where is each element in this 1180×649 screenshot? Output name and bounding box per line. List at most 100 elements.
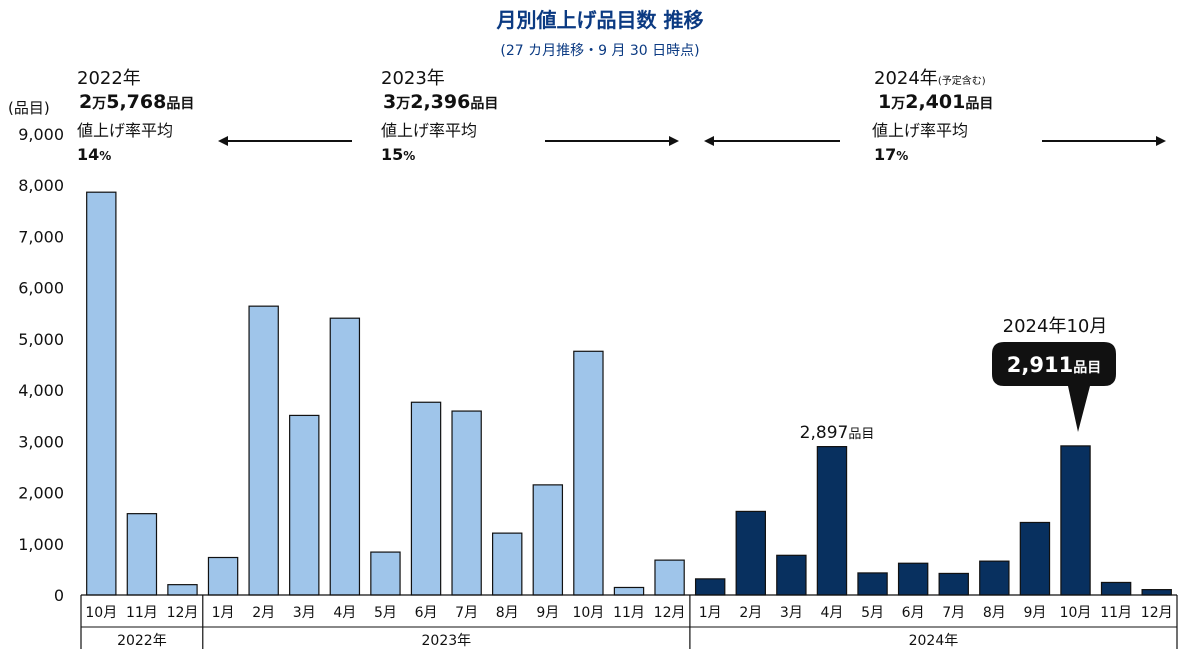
y-tick-label: 7,000 bbox=[18, 227, 64, 246]
annotation-2023-rate-label: 値上げ率平均 bbox=[381, 121, 477, 140]
bar bbox=[776, 554, 807, 596]
bar bbox=[897, 562, 929, 596]
bar bbox=[1060, 445, 1091, 596]
annotation-2023-year: 2023年 bbox=[381, 68, 445, 89]
bar bbox=[816, 446, 848, 596]
x-axis: 10月 11月 12月 1月 2月 3月 4月 5月 6月 7月 8月 9月 10月 11月 12月 1月 2月… bbox=[80, 594, 1178, 649]
bar bbox=[126, 513, 158, 596]
y-tick-label: 8,000 bbox=[18, 176, 64, 195]
annotation-2022-total-unit: 品目 bbox=[166, 96, 194, 112]
oct-2024-callout-text: 2,911品目 bbox=[1007, 353, 1101, 377]
annotation-2022-total-num: 2 bbox=[79, 91, 92, 113]
y-tick-label: 9,000 bbox=[18, 125, 64, 144]
annotation-2023-total-num: 3 bbox=[383, 91, 396, 113]
bar bbox=[451, 410, 482, 596]
y-tick-label: 4,000 bbox=[18, 381, 64, 400]
annotation-2024-total-rest: 2,401 bbox=[905, 91, 965, 113]
x-group-label: 2022年 bbox=[117, 633, 167, 649]
annotation-2023-rate: 15% bbox=[381, 145, 415, 164]
annotation-2022-total-rest: 5,768 bbox=[106, 91, 166, 113]
oct-2024-callout-value: 2,911 bbox=[1007, 353, 1073, 377]
bar bbox=[370, 551, 401, 596]
x-tick-label: 6月 bbox=[902, 605, 925, 621]
x-tick-label: 10月 bbox=[572, 605, 604, 621]
bar bbox=[857, 572, 888, 596]
bar bbox=[1019, 521, 1051, 596]
bar bbox=[86, 191, 117, 596]
annotation-2022-rate: 14% bbox=[77, 145, 111, 164]
x-group-label: 2024年 bbox=[909, 633, 959, 649]
bar bbox=[492, 532, 523, 596]
annotation-2022-rate-unit: % bbox=[99, 149, 111, 163]
bar bbox=[979, 560, 1010, 596]
annotation-2023-total-unit: 品目 bbox=[470, 96, 498, 112]
x-tick-label: 12月 bbox=[1141, 605, 1173, 621]
x-tick-label: 1月 bbox=[699, 605, 722, 621]
x-tick-label: 3月 bbox=[780, 605, 803, 621]
annotation-2023-total-rest: 2,396 bbox=[410, 91, 470, 113]
annotation-2024-rate-unit: % bbox=[896, 149, 908, 163]
annotation-2023: 2023年 3万2,396品目 値上げ率平均 15% bbox=[381, 68, 679, 164]
oct-2024-callout-bubble bbox=[992, 342, 1116, 432]
y-tick-label: 3,000 bbox=[18, 432, 64, 451]
x-tick-label: 6月 bbox=[415, 605, 438, 621]
annotation-2022-rate-label: 値上げ率平均 bbox=[77, 121, 173, 140]
chart-subtitle: (27 カ月推移・9 月 30 日時点) bbox=[500, 43, 699, 59]
annotation-2022-rate-value: 14 bbox=[77, 145, 99, 164]
annotation-2023-rate-unit: % bbox=[403, 149, 415, 163]
y-tick-label: 6,000 bbox=[18, 279, 64, 298]
annotation-2023-rate-value: 15 bbox=[381, 145, 403, 164]
x-tick-label: 4月 bbox=[821, 605, 844, 621]
x-tick-label: 9月 bbox=[1023, 605, 1046, 621]
annotation-2024-year-note: (予定含む) bbox=[938, 74, 986, 87]
y-tick-label: 1,000 bbox=[18, 535, 64, 554]
apr-2024-unit: 品目 bbox=[848, 427, 874, 442]
annotation-2023-total-man: 万 bbox=[395, 96, 410, 112]
bar bbox=[289, 414, 320, 596]
x-tick-label: 11月 bbox=[613, 605, 645, 621]
y-axis-unit-label: (品目) bbox=[8, 99, 50, 117]
annotation-2024-year-line: 2024年(予定含む) bbox=[874, 68, 986, 89]
bar bbox=[1100, 581, 1132, 596]
bar bbox=[207, 556, 239, 596]
y-axis-ticks: 0 1,000 2,000 3,000 4,000 5,000 6,000 7,000 8,00… bbox=[18, 125, 64, 605]
x-tick-label: 8月 bbox=[983, 605, 1006, 621]
x-tick-label: 8月 bbox=[496, 605, 519, 621]
bar bbox=[167, 584, 198, 596]
annotation-2024-total-unit: 品目 bbox=[965, 96, 993, 112]
x-tick-label: 9月 bbox=[536, 605, 559, 621]
bar bbox=[248, 305, 279, 596]
annotation-2022: 2022年 2万5,768品目 値上げ率平均 14% bbox=[77, 68, 352, 164]
chart-title: 月別値上げ品目数 推移 bbox=[496, 8, 704, 32]
annotation-2022-year: 2022年 bbox=[77, 68, 141, 89]
x-tick-label: 7月 bbox=[455, 605, 478, 621]
bars bbox=[86, 191, 1172, 596]
x-group-label: 2023年 bbox=[422, 633, 472, 649]
apr-2024-value: 2,897 bbox=[800, 423, 849, 443]
x-tick-label: 10月 bbox=[85, 605, 117, 621]
bar bbox=[654, 559, 685, 596]
x-tick-label: 2月 bbox=[252, 605, 275, 621]
bar bbox=[532, 484, 564, 596]
annotation-2024-total-num: 1 bbox=[878, 91, 891, 113]
oct-2024-callout: 2024年10月 2,911品目 bbox=[992, 316, 1116, 432]
x-tick-label: 5月 bbox=[374, 605, 397, 621]
x-tick-label: 11月 bbox=[126, 605, 158, 621]
annotation-2023-total: 3万2,396品目 bbox=[383, 91, 498, 113]
bar bbox=[1141, 589, 1172, 596]
oct-2024-callout-label: 2024年10月 bbox=[1003, 316, 1108, 337]
bar bbox=[613, 586, 645, 596]
x-tick-label: 3月 bbox=[293, 605, 316, 621]
annotation-2024: 2024年(予定含む) 1万2,401品目 値上げ率平均 17% bbox=[704, 68, 1166, 164]
bar bbox=[938, 572, 969, 596]
bar bbox=[694, 578, 726, 596]
x-tick-label: 5月 bbox=[861, 605, 884, 621]
annotation-2024-total: 1万2,401品目 bbox=[878, 91, 993, 113]
x-tick-label: 4月 bbox=[333, 605, 356, 621]
annotation-2022-total-man: 万 bbox=[91, 96, 106, 112]
x-tick-label: 2月 bbox=[739, 605, 762, 621]
apr-2024-data-label: 2,897品目 bbox=[800, 423, 875, 443]
bar bbox=[410, 401, 442, 596]
y-tick-label: 5,000 bbox=[18, 330, 64, 349]
x-tick-label: 12月 bbox=[654, 605, 686, 621]
